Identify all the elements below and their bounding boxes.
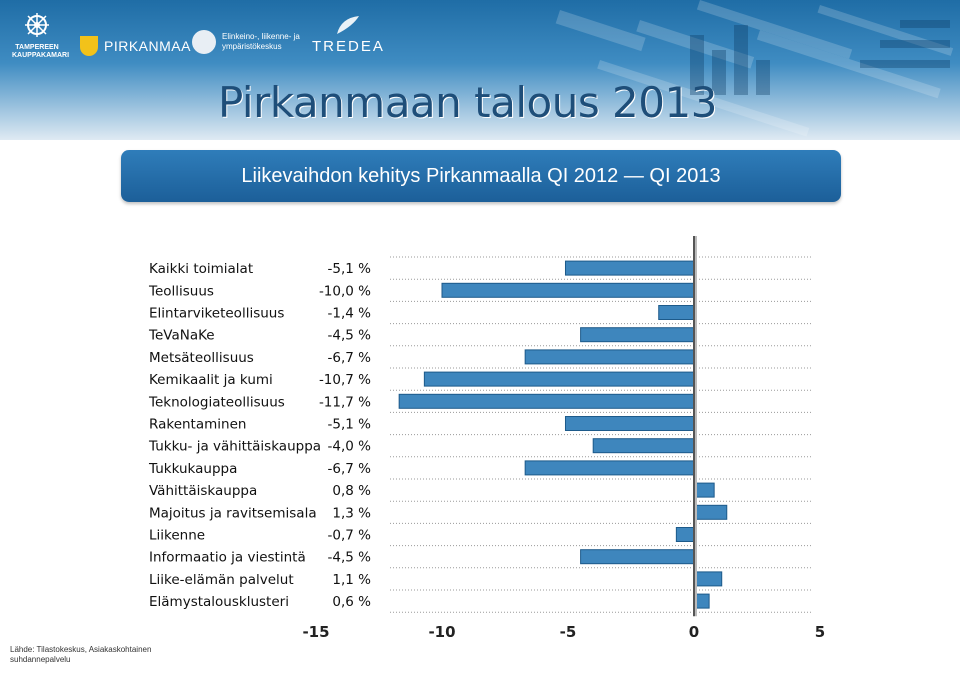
category-label: Majoitus ja ravitsemisala <box>149 505 317 521</box>
value-label: -6,7 % <box>328 461 372 477</box>
category-label: Teknologiateollisuus <box>148 394 285 410</box>
category-label: Liike-elämän palvelut <box>149 572 294 588</box>
value-label: -5,1 % <box>328 417 372 433</box>
bar <box>658 305 695 320</box>
bar <box>693 482 715 498</box>
ely-logo-text: Elinkeino-, liikenne- ja ympäristökeskus <box>222 32 300 51</box>
tredea-logo: TREDEA <box>312 14 385 55</box>
category-label: Rakentaminen <box>149 417 246 433</box>
x-tick-label: -5 <box>560 623 577 641</box>
value-label: -10,0 % <box>319 283 371 299</box>
x-tick-label: -10 <box>428 623 455 641</box>
tampere-logo-text: TAMPEREEN KAUPPAKAMARI <box>12 44 70 59</box>
ely-centre-logo: Elinkeino-, liikenne- ja ympäristökeskus <box>192 30 302 54</box>
tredea-leaf-icon <box>337 16 360 34</box>
category-label: Kemikaalit ja kumi <box>149 372 273 388</box>
bar <box>592 438 695 454</box>
pirkanmaa-shield-icon <box>80 36 98 56</box>
x-tick-label: -15 <box>302 623 329 641</box>
category-label: Liikenne <box>149 528 205 544</box>
value-label: -11,7 % <box>319 394 371 410</box>
bar <box>693 571 723 587</box>
category-label: Kaikki toimialat <box>149 261 253 277</box>
value-label: -10,7 % <box>319 372 371 388</box>
tredea-logo-text: TREDEA <box>312 38 385 55</box>
value-label: -4,5 % <box>328 550 372 566</box>
bar <box>423 371 695 387</box>
x-tick-label: 5 <box>815 623 825 641</box>
bar <box>675 527 695 542</box>
category-label: Tukkukauppa <box>148 461 237 477</box>
value-label: 0,8 % <box>332 483 371 499</box>
value-label: -4,5 % <box>328 328 372 344</box>
value-label: 0,6 % <box>332 594 371 610</box>
category-label: Teollisuus <box>148 283 214 299</box>
value-label: -1,4 % <box>328 306 372 322</box>
category-label: Tukku- ja vähittäiskauppa <box>148 439 321 455</box>
tampere-emblem-icon <box>25 13 49 37</box>
header-decoration <box>555 0 954 137</box>
bar <box>441 282 695 298</box>
pirkanmaa-logo: PIRKANMAA <box>80 36 191 56</box>
value-label: 1,1 % <box>332 572 371 588</box>
bar <box>580 327 695 343</box>
subtitle-banner: Liikevaihdon kehitys Pirkanmaalla QI 201… <box>121 150 841 202</box>
bar <box>580 549 695 565</box>
source-note: Lähde: Tilastokeskus, Asiakaskohtainen s… <box>10 645 152 664</box>
bar <box>564 260 695 276</box>
bar <box>398 393 695 409</box>
bar <box>564 416 695 431</box>
value-label: 1,3 % <box>332 505 371 521</box>
value-label: -0,7 % <box>328 528 372 544</box>
bar <box>524 460 695 476</box>
pirkanmaa-logo-text: PIRKANMAA <box>104 38 191 54</box>
chart-subtitle: Liikevaihdon kehitys Pirkanmaalla QI 201… <box>241 165 721 187</box>
page-title: Pirkanmaan talous 2013 <box>218 78 717 127</box>
tampere-chamber-logo: TAMPEREEN KAUPPAKAMARI <box>12 12 70 60</box>
category-label: Elintarviketeollisuus <box>149 306 284 322</box>
bar <box>693 504 728 520</box>
category-label: Vähittäiskauppa <box>149 483 257 499</box>
value-label: -4,0 % <box>328 439 372 455</box>
value-label: -6,7 % <box>328 350 372 366</box>
x-tick-label: 0 <box>689 623 699 641</box>
category-label: Elämystalousklusteri <box>149 594 289 610</box>
category-label: TeVaNaKe <box>148 328 215 344</box>
header-banner: TAMPEREEN KAUPPAKAMARI PIRKANMAA Elinkei… <box>0 0 960 140</box>
value-label: -5,1 % <box>328 261 372 277</box>
category-label: Informaatio ja viestintä <box>149 550 306 566</box>
bar <box>524 349 695 365</box>
ely-swirl-icon <box>192 30 216 54</box>
category-label: Metsäteollisuus <box>149 350 254 366</box>
